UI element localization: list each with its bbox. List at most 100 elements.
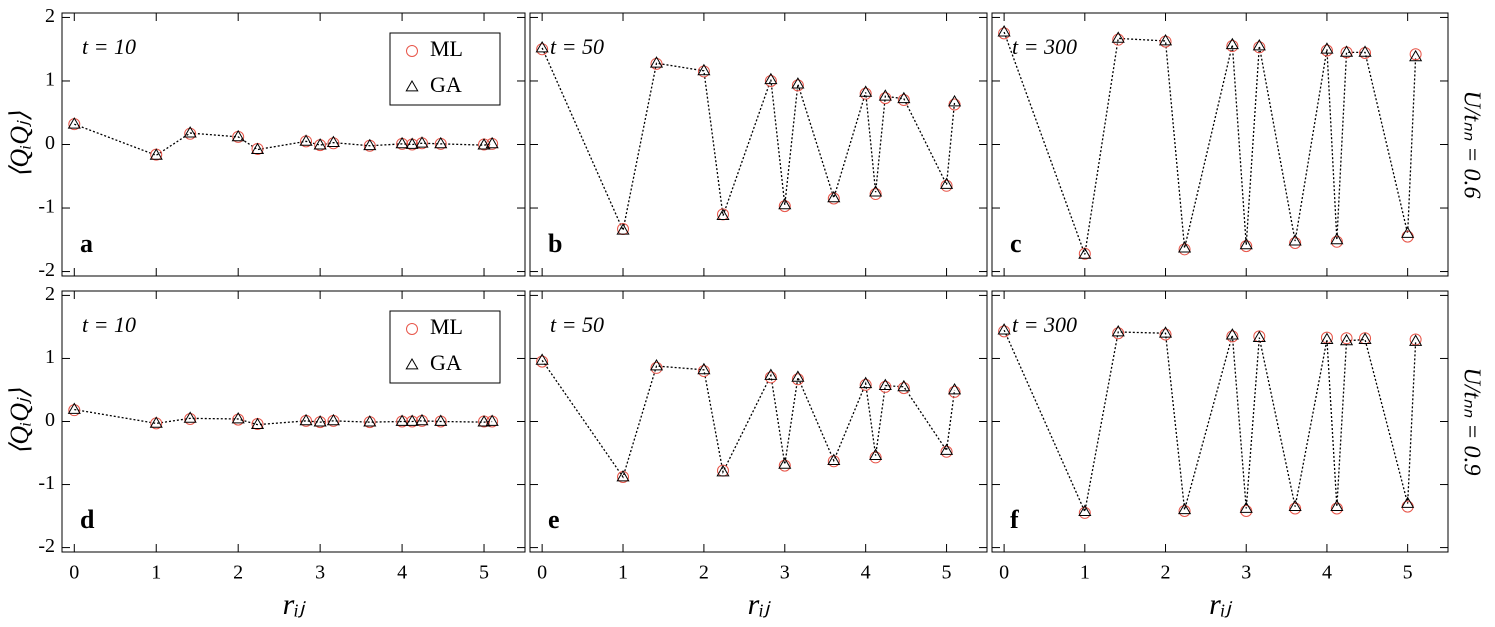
ml-point	[948, 385, 961, 398]
x-axis-label: rᵢⱼ	[748, 588, 771, 621]
ga-point	[67, 402, 81, 414]
y-tick-label: -1	[38, 196, 55, 218]
x-tick-label: 2	[233, 562, 243, 584]
ga-point	[405, 414, 419, 426]
x-tick-label: 4	[1322, 562, 1332, 584]
ga-point	[183, 126, 197, 138]
ml-point	[998, 325, 1011, 338]
ml-point	[940, 445, 953, 458]
ga-point	[434, 136, 448, 149]
ml-point	[998, 27, 1011, 40]
ml-point	[1159, 35, 1172, 48]
ga-point	[1225, 328, 1239, 340]
ga-point	[485, 136, 499, 149]
ml-point	[879, 380, 892, 393]
y-axis-label: ⟨QᵢQⱼ⟩	[5, 111, 34, 178]
ml-point	[536, 43, 549, 56]
ga-point	[415, 413, 429, 426]
ml-point	[1340, 332, 1353, 345]
ga-point	[1158, 33, 1173, 46]
ml-point	[778, 200, 791, 213]
ml-point	[1320, 44, 1333, 57]
x-tick-label: 4	[397, 562, 407, 584]
ml-point	[650, 361, 663, 374]
ga-point	[1078, 247, 1092, 259]
ga-point	[869, 448, 883, 460]
x-tick-label: 0	[999, 562, 1009, 584]
dotted-line	[1003, 31, 1417, 255]
ga-point	[363, 138, 377, 151]
ml-point	[764, 74, 777, 87]
ml-point	[1112, 327, 1125, 340]
y-tick-label: 1	[45, 69, 55, 91]
ga-point	[948, 94, 962, 107]
ga-point	[313, 415, 327, 427]
ml-point	[1078, 506, 1091, 519]
ga-point	[649, 359, 664, 371]
ga-point	[477, 415, 491, 427]
ga-point	[149, 148, 163, 160]
ga-point	[791, 370, 805, 382]
x-tick-label: 5	[1403, 562, 1413, 584]
ml-point	[68, 404, 81, 417]
ga-point	[231, 129, 245, 142]
ga-point	[326, 135, 340, 147]
ml-point	[827, 192, 840, 205]
ga-point	[1178, 241, 1192, 253]
ga-point	[1330, 499, 1344, 512]
ga-point	[1111, 324, 1125, 337]
panel-label: c	[1010, 229, 1022, 258]
ml-point	[1289, 502, 1302, 515]
ml-point	[1240, 505, 1253, 518]
x-tick-label: 5	[479, 562, 489, 584]
dotted-line	[74, 408, 493, 426]
ml-point	[650, 57, 663, 70]
y-tick-label: -2	[38, 535, 55, 557]
ga-point	[859, 85, 873, 97]
ml-point	[1401, 230, 1414, 243]
ga-point	[948, 382, 962, 395]
ga-point	[878, 378, 892, 390]
ga-point	[1409, 334, 1423, 346]
ga-point	[1239, 501, 1253, 513]
panel-label: b	[548, 229, 562, 258]
ga-point	[1339, 45, 1354, 57]
ml-point	[1226, 330, 1239, 343]
ml-point	[1178, 505, 1191, 518]
time-label: t = 300	[1012, 34, 1077, 59]
ga-point	[405, 137, 419, 149]
ga-point	[299, 413, 313, 426]
x-tick-label: 0	[537, 562, 547, 584]
ga-point	[326, 413, 340, 426]
ga-point	[997, 25, 1011, 37]
ml-point	[1226, 40, 1239, 53]
dotted-line	[1003, 329, 1417, 514]
legend-marker	[405, 357, 419, 370]
ga-point	[149, 416, 163, 428]
y-tick-label: 0	[45, 409, 55, 431]
ml-point	[697, 65, 710, 78]
ga-point	[697, 362, 711, 375]
ga-point	[395, 414, 409, 426]
time-label: t = 10	[82, 312, 136, 337]
panel-label: f	[1010, 505, 1019, 534]
y-tick-label: 2	[45, 5, 55, 27]
time-label: t = 50	[550, 34, 604, 59]
ga-point	[1252, 330, 1266, 343]
ml-point	[1240, 240, 1253, 253]
ga-point	[434, 414, 448, 426]
ga-point	[1288, 499, 1302, 512]
ml-point	[859, 87, 872, 100]
ga-point	[897, 379, 911, 392]
x-tick-label: 2	[699, 562, 709, 584]
ga-point	[764, 368, 778, 380]
ga-point	[697, 63, 711, 76]
ga-point	[231, 411, 245, 424]
ml-point	[327, 137, 340, 150]
ga-point	[939, 443, 954, 455]
ml-point	[697, 365, 710, 378]
ga-point	[415, 136, 429, 148]
ga-point	[477, 138, 491, 150]
panel-label: d	[80, 505, 95, 534]
ml-point	[1112, 33, 1125, 46]
